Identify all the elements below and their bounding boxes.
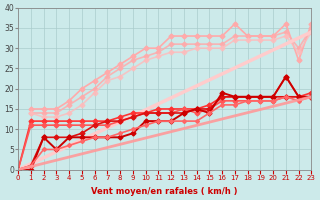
X-axis label: Vent moyen/en rafales ( km/h ): Vent moyen/en rafales ( km/h ) <box>92 187 238 196</box>
